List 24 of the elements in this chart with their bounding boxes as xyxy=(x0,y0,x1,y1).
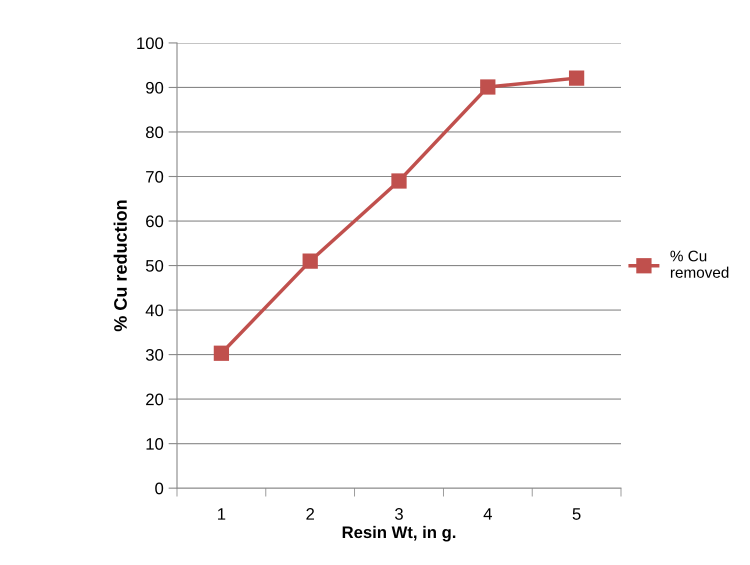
y-tick-label: 0 xyxy=(155,482,164,494)
legend-label: % Cu removed xyxy=(670,250,728,278)
x-tick-label: 2 xyxy=(306,508,314,520)
point xyxy=(302,253,318,269)
x-tick-label: 5 xyxy=(572,508,581,520)
point xyxy=(391,173,407,189)
point xyxy=(214,346,230,361)
point xyxy=(568,70,584,86)
x-tick-label: 1 xyxy=(218,508,226,520)
y-tick-label: 60 xyxy=(146,215,164,228)
point xyxy=(480,79,496,95)
y-tick-label: 40 xyxy=(146,304,164,316)
y-tick-label: 90 xyxy=(146,82,164,94)
x-tick-label: 3 xyxy=(395,508,403,520)
x-axis-title: Resin Wt, in g. xyxy=(342,526,456,542)
y-tick-label: 30 xyxy=(146,348,164,361)
y-tick-label: 100 xyxy=(137,37,164,50)
y-axis-title: % Cu reduction xyxy=(114,200,127,332)
y-tick-label: 20 xyxy=(146,394,164,406)
x-tick-label: 4 xyxy=(484,508,492,520)
y-tick-label: 80 xyxy=(146,126,164,138)
y-tick-label: 10 xyxy=(146,438,164,450)
y-tick-label: 50 xyxy=(146,260,164,272)
y-tick-label: 70 xyxy=(146,170,164,183)
